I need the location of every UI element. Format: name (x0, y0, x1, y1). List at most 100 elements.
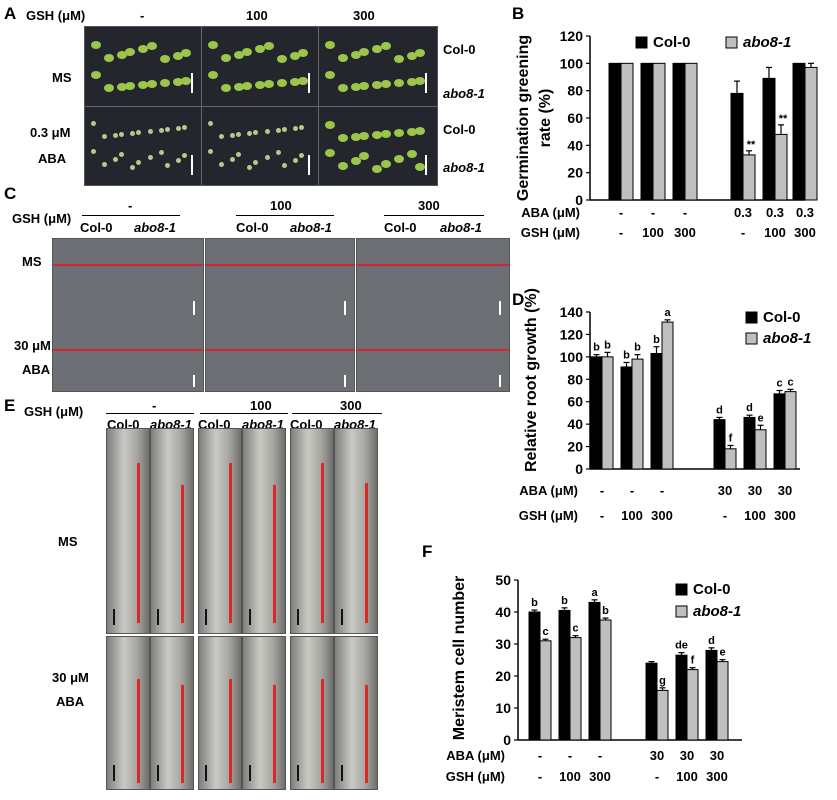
chart-d-gsh-value: 100 (621, 508, 643, 523)
panel-b-letter: B (512, 4, 525, 23)
chart-f-sig-letter: de (675, 640, 688, 652)
panel-a-letter: A (4, 4, 17, 23)
seedling (230, 157, 236, 162)
seedling (406, 150, 417, 158)
root-dic-photo (242, 636, 286, 790)
chart-b-y-tick-label: 80 (567, 83, 583, 99)
seedling (208, 71, 218, 79)
seedling (276, 55, 287, 63)
chart-d-sig-letter: b (634, 342, 641, 354)
seedling (181, 125, 187, 130)
chart-b-sig-annotation: ** (747, 139, 756, 151)
seedling (414, 77, 425, 85)
root-dic-photo (290, 428, 334, 634)
panel-e-gsh-label: GSH (μM) (24, 404, 84, 419)
seedling (264, 129, 270, 134)
seedling (298, 153, 304, 158)
root-dic-photo (242, 428, 286, 634)
panel-c-gsh-label: GSH (μM) (12, 211, 72, 226)
chart-d-legend-swatch (745, 332, 758, 345)
seedling (359, 48, 370, 56)
seedling (393, 155, 404, 163)
root-dic-photo (150, 428, 194, 634)
seedling (138, 45, 149, 53)
seedling (230, 133, 236, 138)
seedling (275, 128, 281, 133)
seedling (351, 51, 362, 59)
panel-c-genotype-col0-1: Col-0 (80, 220, 113, 235)
chart-f-row-label-gsh: GSH (μM) (446, 769, 505, 784)
seedling (104, 84, 115, 92)
panel-c-gsh-level-2: 300 (418, 198, 440, 213)
seedling (147, 129, 153, 134)
seedling (297, 77, 308, 85)
seedling (242, 82, 253, 90)
chart-b-gsh-value: 100 (764, 225, 786, 240)
seedling (180, 77, 191, 85)
seedling (253, 160, 259, 165)
chart-f-gsh-value: - (538, 769, 542, 784)
panel-a-row-aba-conc: 0.3 μM (30, 125, 71, 140)
seedling (372, 45, 383, 53)
chart-d-gsh-value: - (600, 508, 604, 523)
chart-d-bar (661, 321, 674, 470)
chart-f-bar (645, 662, 658, 741)
chart-d-bar (724, 448, 737, 470)
panel-a-row-ms: MS (52, 70, 72, 85)
chart-b-bar (620, 62, 634, 201)
seedling (247, 165, 253, 170)
seedling (393, 79, 404, 87)
seedling (91, 71, 101, 79)
chart-b-aba-value: 0.3 (796, 205, 814, 220)
seedling (297, 49, 308, 57)
chart-b-y-label: Germination greening (515, 35, 532, 201)
seedling (147, 155, 153, 160)
chart-d-bar (631, 358, 644, 470)
chart-b-y-tick-label: 0 (575, 192, 583, 208)
seedling (208, 121, 213, 126)
chart-f-legend-swatch (675, 583, 688, 596)
chart-f-bar (716, 661, 729, 741)
chart-d-bar (754, 429, 767, 470)
panel-e-row-aba: ABA (56, 694, 85, 709)
chart-f-sig-letter: e (719, 647, 725, 659)
chart-f-bar (705, 649, 718, 741)
seedling (164, 163, 170, 168)
chart-f-bar (528, 611, 541, 741)
chart-d-sig-letter: c (776, 378, 782, 390)
seedling (325, 71, 335, 79)
seedling (130, 165, 136, 170)
chart-b-aba-value: 0.3 (734, 205, 752, 220)
seedling (263, 80, 274, 88)
chart-b-bar (608, 62, 622, 201)
seedling (181, 153, 187, 158)
chart-d-sig-letter: c (787, 376, 793, 388)
chart-b-bar (762, 77, 776, 201)
seedling (351, 83, 362, 91)
seedling (289, 52, 300, 60)
chart-f-sig-letter: b (602, 605, 609, 617)
seedling (102, 162, 108, 167)
seedling (380, 80, 391, 88)
panel-c-letter: C (4, 184, 17, 203)
seedling (221, 54, 232, 62)
chart-d-gsh-value: 100 (744, 508, 766, 523)
root-dic-photo (198, 636, 242, 790)
chart-b-bar (672, 62, 686, 201)
chart-f-legend-label: abo8-1 (693, 603, 741, 620)
seedling (119, 132, 125, 137)
chart-b-legend-swatch (635, 36, 648, 49)
seedling (380, 130, 391, 138)
chart-d-aba-value: - (660, 483, 664, 498)
seedling (208, 41, 218, 49)
seedling (172, 52, 183, 60)
seedling (175, 158, 181, 163)
chart-b-row-label-aba: ABA (μM) (521, 205, 580, 220)
panel-c-gsh-level-0: - (128, 198, 133, 213)
root-dic-photo (334, 636, 378, 790)
chart-b-y-tick-label: 20 (567, 165, 583, 181)
panel-a-gsh-level-0: - (140, 8, 145, 23)
panel-c-row-ms: MS (22, 254, 42, 269)
chart-f-gsh-value: 100 (676, 769, 698, 784)
chart-d-aba-value: - (630, 483, 634, 498)
